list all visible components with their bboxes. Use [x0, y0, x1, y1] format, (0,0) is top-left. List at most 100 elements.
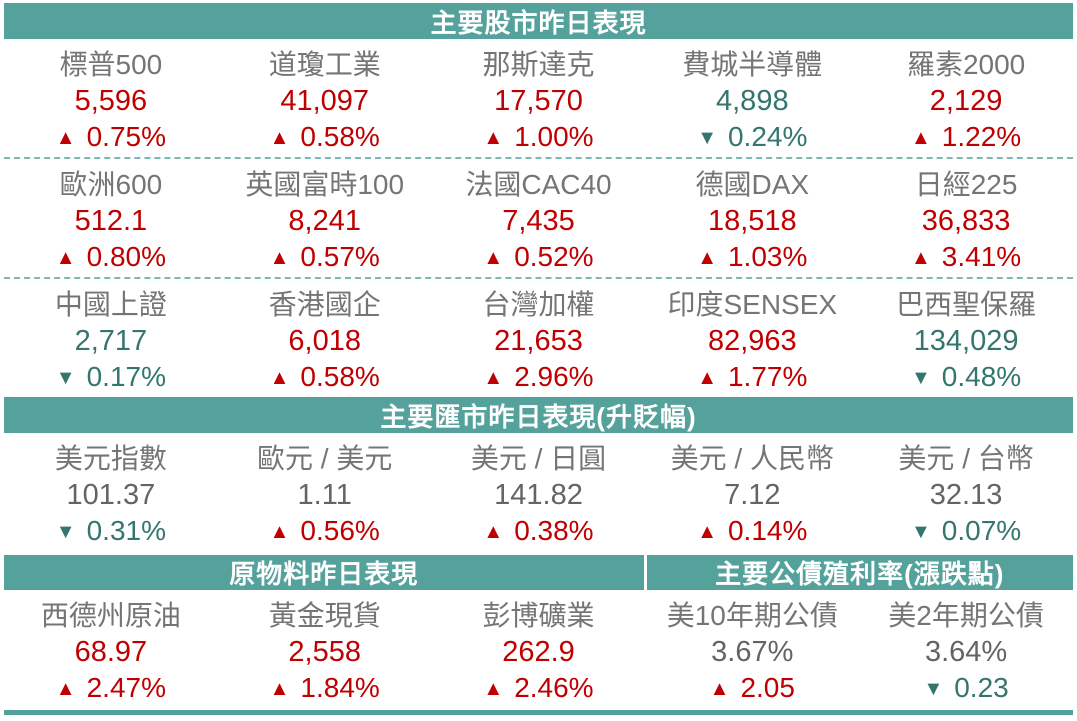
instrument-value: 7,435: [502, 205, 575, 237]
up-triangle-icon: ▲: [697, 367, 717, 389]
market-cell-bcom: 彭博礦業 262.9 ▲ 2.46%: [432, 590, 646, 708]
instrument-change: ▲ 2.96%: [432, 361, 646, 397]
instrument-value: 2,129: [929, 85, 1003, 117]
instrument-name: 印度SENSEX: [667, 289, 838, 320]
market-cell-sox: 費城半導體 4,898 ▼ 0.24%: [645, 39, 859, 157]
market-cell-dxy: 美元指數 101.37 ▼ 0.31%: [4, 433, 218, 551]
up-triangle-icon: ▲: [269, 127, 290, 149]
change-value: 3.41%: [941, 241, 1022, 272]
market-cell-nikkei225: 日經225 36,833 ▲ 3.41%: [859, 159, 1073, 277]
instrument-value: 6,018: [288, 325, 361, 357]
instrument-name: 美元 / 台幣: [898, 443, 1034, 474]
change-value: 0.52%: [514, 241, 594, 272]
market-cell-cac40: 法國CAC40 7,435 ▲ 0.52%: [432, 159, 646, 277]
instrument-value: 2,558: [288, 636, 361, 668]
instrument-name: 黃金現貨: [268, 600, 381, 631]
instrument-name: 標普500: [59, 49, 163, 80]
market-cell-bovespa: 巴西聖保羅 134,029 ▼ 0.48%: [859, 279, 1073, 397]
up-triangle-icon: ▲: [269, 521, 290, 543]
instrument-value: 512.1: [74, 205, 148, 237]
stocks-row-3: 中國上證 2,717 ▼ 0.17% 香港國企 6,018 ▲ 0.58% 台灣加權…: [4, 279, 1073, 397]
instrument-value: 5,596: [74, 85, 148, 117]
instrument-change: ▲ 2.46%: [432, 672, 646, 708]
market-cell-taiex: 台灣加權 21,653 ▲ 2.96%: [432, 279, 646, 397]
change-value: 2.96%: [514, 361, 594, 392]
instrument-change: ▼ 0.07%: [859, 515, 1073, 551]
change-value: 0.48%: [941, 361, 1022, 392]
up-triangle-icon: ▲: [483, 247, 504, 269]
instrument-name: 中國上證: [54, 289, 167, 320]
stocks-section-title: 主要股市昨日表現: [430, 7, 647, 38]
instrument-value: 82,963: [707, 325, 797, 357]
bottom-section-headers: 原物料昨日表現 主要公債殖利率(漲跌點): [4, 555, 1073, 590]
market-cell-hscei: 香港國企 6,018 ▲ 0.58%: [218, 279, 432, 397]
change-value: 0.38%: [514, 515, 594, 546]
change-value: 2.05: [740, 672, 795, 703]
market-cell-usdtwd: 美元 / 台幣 32.13 ▼ 0.07%: [859, 433, 1073, 551]
instrument-value: 8,241: [288, 205, 361, 237]
change-value: 0.23: [954, 672, 1009, 703]
stocks-header-bar: 主要股市昨日表現: [4, 3, 1073, 39]
instrument-change: ▲ 1.84%: [218, 672, 432, 708]
up-triangle-icon: ▲: [910, 127, 931, 149]
up-triangle-icon: ▲: [55, 127, 76, 149]
up-triangle-icon: ▲: [483, 521, 504, 543]
up-triangle-icon: ▲: [910, 247, 931, 269]
change-value: 2.46%: [514, 672, 594, 703]
change-value: 1.03%: [727, 241, 808, 272]
instrument-value: 3.67%: [711, 636, 794, 668]
instrument-name: 台灣加權: [482, 289, 595, 320]
up-triangle-icon: ▲: [483, 127, 504, 149]
change-value: 0.31%: [86, 515, 166, 546]
instrument-change: ▼ 0.31%: [4, 515, 218, 551]
market-cell-ftse100: 英國富時100 8,241 ▲ 0.57%: [218, 159, 432, 277]
market-cell-eurusd: 歐元 / 美元 1.11 ▲ 0.56%: [218, 433, 432, 551]
market-cell-gold: 黃金現貨 2,558 ▲ 1.84%: [218, 590, 432, 708]
up-triangle-icon: ▲: [269, 247, 290, 269]
instrument-name: 彭博礦業: [482, 600, 595, 631]
market-cell-usdjpy: 美元 / 日圓 141.82 ▲ 0.38%: [432, 433, 646, 551]
instrument-change: ▼ 0.17%: [4, 361, 218, 397]
instrument-change: ▲ 0.38%: [432, 515, 646, 551]
instrument-change: ▲ 1.22%: [859, 121, 1073, 157]
market-cell-us10y: 美10年期公債 3.67% ▲ 2.05: [645, 590, 859, 708]
instrument-value: 3.64%: [924, 636, 1008, 668]
change-value: 0.24%: [727, 121, 808, 152]
instrument-value: 36,833: [921, 205, 1011, 237]
instrument-value: 68.97: [74, 636, 148, 668]
instrument-value: 101.37: [66, 479, 156, 511]
fx-header-bar: 主要匯市昨日表現(升貶幅): [4, 397, 1073, 433]
change-value: 0.80%: [86, 241, 166, 272]
market-cell-russell2000: 羅素2000 2,129 ▲ 1.22%: [859, 39, 1073, 157]
up-triangle-icon: ▲: [709, 678, 730, 700]
up-triangle-icon: ▲: [483, 367, 504, 389]
instrument-value: 17,570: [494, 85, 583, 117]
down-triangle-icon: ▼: [923, 678, 944, 700]
footer-accent-bar: [4, 710, 1073, 715]
instrument-name: 英國富時100: [245, 169, 405, 200]
instrument-value: 18,518: [707, 205, 797, 237]
market-cell-stoxx600: 歐洲600 512.1 ▲ 0.80%: [4, 159, 218, 277]
up-triangle-icon: ▲: [269, 678, 290, 700]
instrument-name: 美10年期公債: [666, 600, 838, 631]
instrument-change: ▼ 0.24%: [645, 121, 859, 157]
instrument-name: 香港國企: [268, 289, 381, 320]
instrument-change: ▲ 0.52%: [432, 241, 646, 277]
instrument-change: ▲ 0.57%: [218, 241, 432, 277]
instrument-change: ▲ 1.03%: [645, 241, 859, 277]
market-cell-sensex: 印度SENSEX 82,963 ▲ 1.77%: [645, 279, 859, 397]
instrument-name: 歐元 / 美元: [257, 443, 393, 474]
instrument-change: ▲ 0.58%: [218, 121, 432, 157]
change-value: 0.57%: [300, 241, 380, 272]
change-value: 0.58%: [300, 121, 380, 152]
instrument-value: 2,717: [74, 325, 148, 357]
market-cell-sp500: 標普500 5,596 ▲ 0.75%: [4, 39, 218, 157]
up-triangle-icon: ▲: [697, 521, 717, 543]
change-value: 1.00%: [514, 121, 594, 152]
up-triangle-icon: ▲: [697, 247, 717, 269]
instrument-change: ▲ 0.80%: [4, 241, 218, 277]
change-value: 0.14%: [727, 515, 808, 546]
bonds-header-bar: 主要公債殖利率(漲跌點): [646, 555, 1073, 590]
instrument-name: 羅素2000: [906, 49, 1026, 80]
instrument-name: 美元 / 日圓: [470, 443, 607, 474]
